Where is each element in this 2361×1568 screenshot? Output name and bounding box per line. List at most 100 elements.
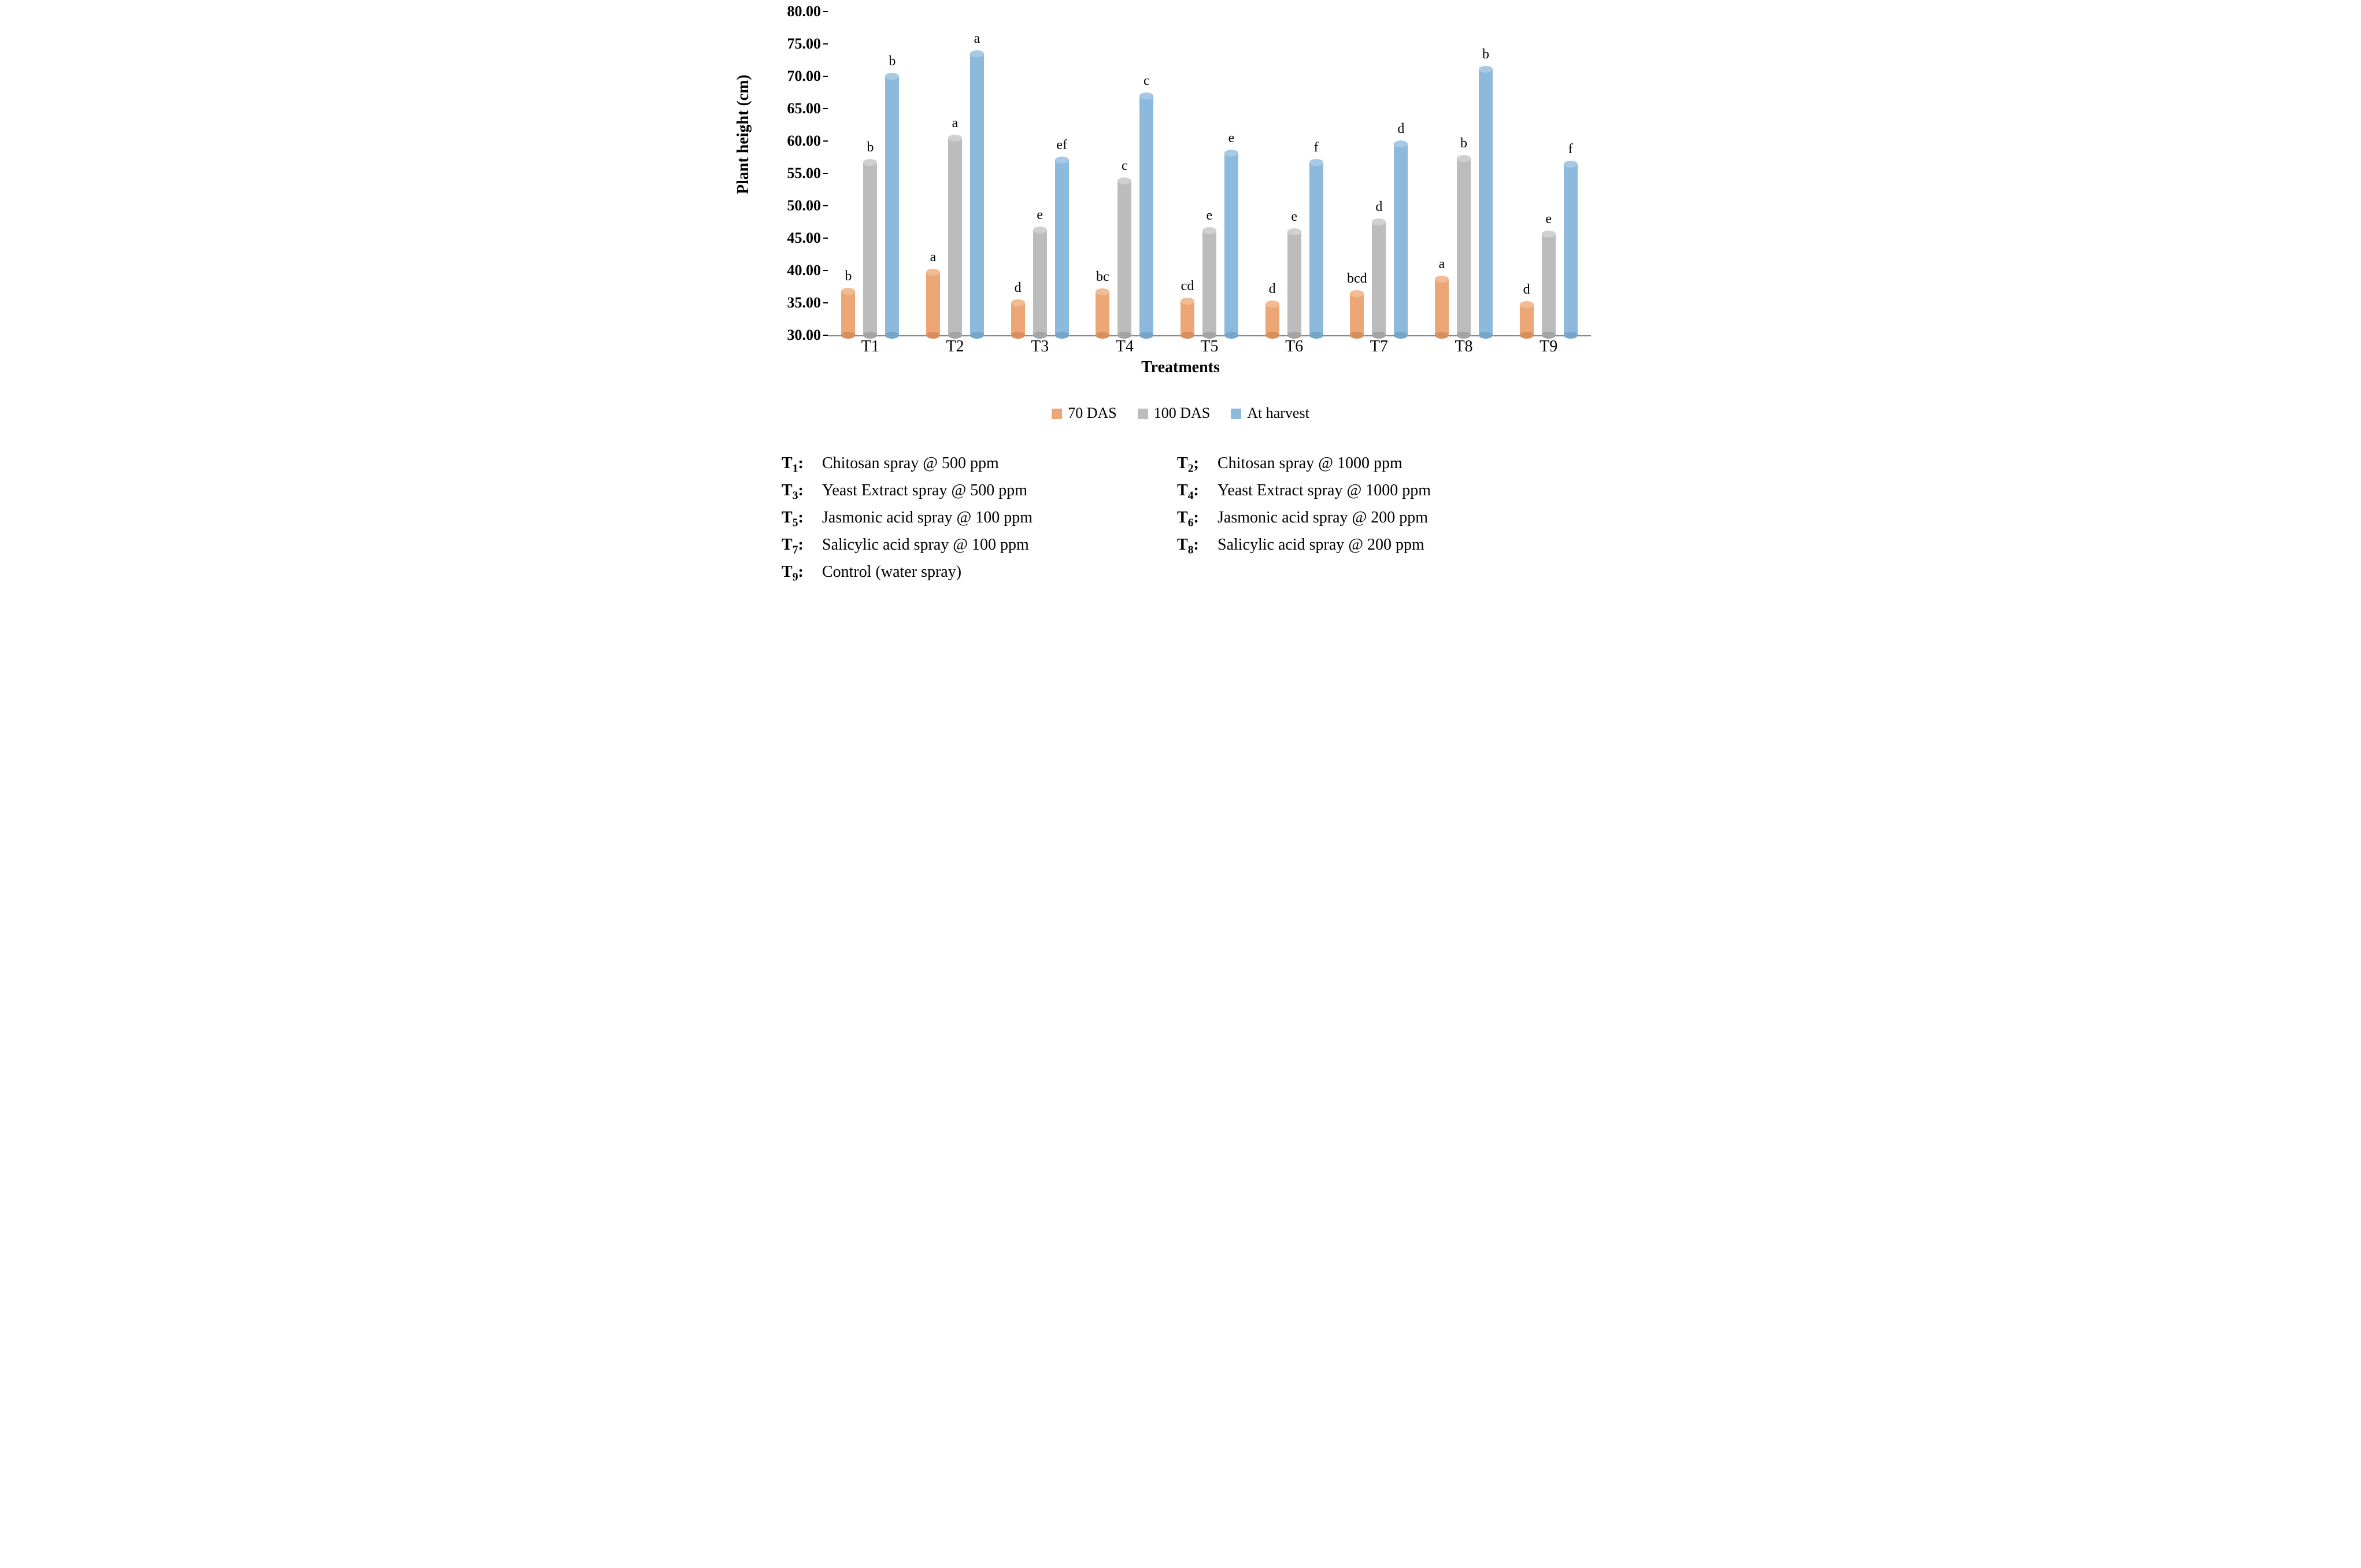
bar-body: [1011, 303, 1025, 335]
bar-body: [885, 76, 899, 335]
bar: d: [1372, 218, 1386, 335]
treatments-col-right: T2; Chitosan spray @ 1000 ppmT4: Yeast E…: [1177, 451, 1570, 559]
bar-significance-label: b: [875, 54, 909, 68]
bar-significance-label: a: [1424, 257, 1459, 271]
bar-body: [1096, 292, 1109, 335]
bar-significance-label: b: [853, 140, 887, 154]
bar-cylinder: [1435, 276, 1449, 335]
bar-body: [1372, 222, 1386, 335]
bar-significance-label: a: [960, 32, 994, 46]
bar-body: [1287, 232, 1301, 335]
bar-significance-label: c: [1129, 74, 1164, 88]
bar: e: [1224, 150, 1238, 335]
bar-significance-label: d: [1509, 283, 1544, 296]
x-tick-label: T1: [861, 338, 879, 356]
bar-body: [1394, 144, 1408, 335]
x-tick-label: T8: [1455, 338, 1472, 356]
bar-top-ellipse: [926, 269, 940, 276]
bar-cylinder: [1350, 290, 1364, 335]
bar-significance-label: d: [1001, 281, 1035, 295]
bar: d: [1011, 299, 1025, 335]
bar-significance-label: d: [1383, 122, 1418, 136]
bar-body: [1265, 304, 1279, 335]
bar: bc: [1096, 288, 1109, 335]
bar: d: [1265, 301, 1279, 335]
y-tick-mark: [823, 140, 828, 142]
bar-body: [1202, 231, 1216, 335]
legend-item: 100 DAS: [1138, 405, 1211, 422]
treatment-desc: Chitosan spray @ 1000 ppm: [1209, 454, 1402, 472]
bar-significance-label: bcd: [1339, 272, 1374, 286]
bar-cylinder: [1372, 218, 1386, 335]
bar-top-ellipse: [948, 135, 962, 142]
treatment-key: T4:: [1177, 478, 1209, 505]
bar: f: [1309, 159, 1323, 335]
bar-significance-label: a: [916, 250, 950, 264]
legend-item: 70 DAS: [1052, 405, 1117, 422]
legend-label: At harvest: [1247, 405, 1309, 421]
bar-body: [1180, 301, 1194, 335]
bar-body: [1479, 69, 1493, 335]
treatment-row: T7: Salicylic acid spray @ 100 ppm: [782, 532, 1175, 559]
bar-significance-label: ef: [1045, 138, 1079, 152]
bar-cylinder: [1309, 159, 1323, 335]
treatment-row: T6: Jasmonic acid spray @ 200 ppm: [1177, 505, 1570, 532]
bar-significance-label: d: [1255, 282, 1290, 296]
y-tick-mark: [823, 108, 828, 109]
bar-top-ellipse: [1117, 177, 1131, 184]
x-tick-label: T5: [1200, 338, 1218, 356]
bar-body: [841, 291, 855, 335]
treatment-desc: Control (water spray): [814, 563, 961, 581]
bar-group: def: [1520, 12, 1578, 335]
treatment-row: T9: Control (water spray): [782, 559, 1175, 587]
y-tick-mark: [823, 335, 828, 336]
bar-cylinder: [1139, 92, 1153, 335]
y-tick-label: 80.00: [775, 3, 821, 20]
bar-cylinder: [1457, 155, 1471, 335]
y-tick-label: 75.00: [775, 35, 821, 53]
bar-significance-label: c: [1107, 159, 1142, 173]
bar-body: [970, 54, 984, 335]
bar-significance-label: cd: [1170, 279, 1205, 293]
bar: e: [1287, 228, 1301, 335]
bar: b: [1457, 155, 1471, 335]
bar: c: [1139, 92, 1153, 335]
bar-body: [1139, 96, 1153, 335]
legend-label: 100 DAS: [1154, 405, 1211, 421]
bar-group: bbb: [841, 12, 899, 335]
bar: a: [1435, 276, 1449, 335]
treatment-row: T2; Chitosan spray @ 1000 ppm: [1177, 451, 1570, 478]
treatment-row: T1: Chitosan spray @ 500 ppm: [782, 451, 1175, 478]
bar: b: [1479, 66, 1493, 335]
bar-group: bcddd: [1350, 12, 1408, 335]
bar-significance-label: e: [1277, 210, 1312, 224]
bar-top-ellipse: [1564, 161, 1578, 168]
x-axis-title: Treatments: [758, 358, 1603, 377]
y-tick-label: 65.00: [775, 100, 821, 117]
y-tick-mark: [823, 76, 828, 77]
bar: a: [948, 135, 962, 335]
legend-swatch: [1138, 409, 1148, 419]
treatment-row: T8: Salicylic acid spray @ 200 ppm: [1177, 532, 1570, 559]
bar-cylinder: [1520, 301, 1534, 335]
bar-body: [1435, 279, 1449, 335]
bar-body: [1520, 305, 1534, 335]
bar-group: def: [1265, 12, 1323, 335]
treatment-desc: Salicylic acid spray @ 100 ppm: [814, 536, 1029, 554]
x-tick-label: T9: [1540, 338, 1557, 356]
bar-top-ellipse: [1542, 231, 1556, 238]
bar-significance-label: e: [1023, 208, 1057, 222]
bar-cylinder: [1542, 231, 1556, 335]
legend-item: At harvest: [1231, 405, 1309, 422]
y-tick-label: 70.00: [775, 68, 821, 85]
bar-significance-label: e: [1531, 212, 1566, 226]
bar: e: [1542, 231, 1556, 335]
treatment-desc: Salicylic acid spray @ 200 ppm: [1209, 536, 1424, 554]
chart-legend: 70 DAS 100 DAS At harvest: [758, 405, 1603, 422]
y-tick-label: 30.00: [775, 327, 821, 344]
bar-top-ellipse: [1394, 140, 1408, 147]
y-tick-mark: [823, 173, 828, 174]
bar: b: [863, 159, 877, 335]
bar: b: [841, 288, 855, 335]
bar-cylinder: [1117, 177, 1131, 335]
